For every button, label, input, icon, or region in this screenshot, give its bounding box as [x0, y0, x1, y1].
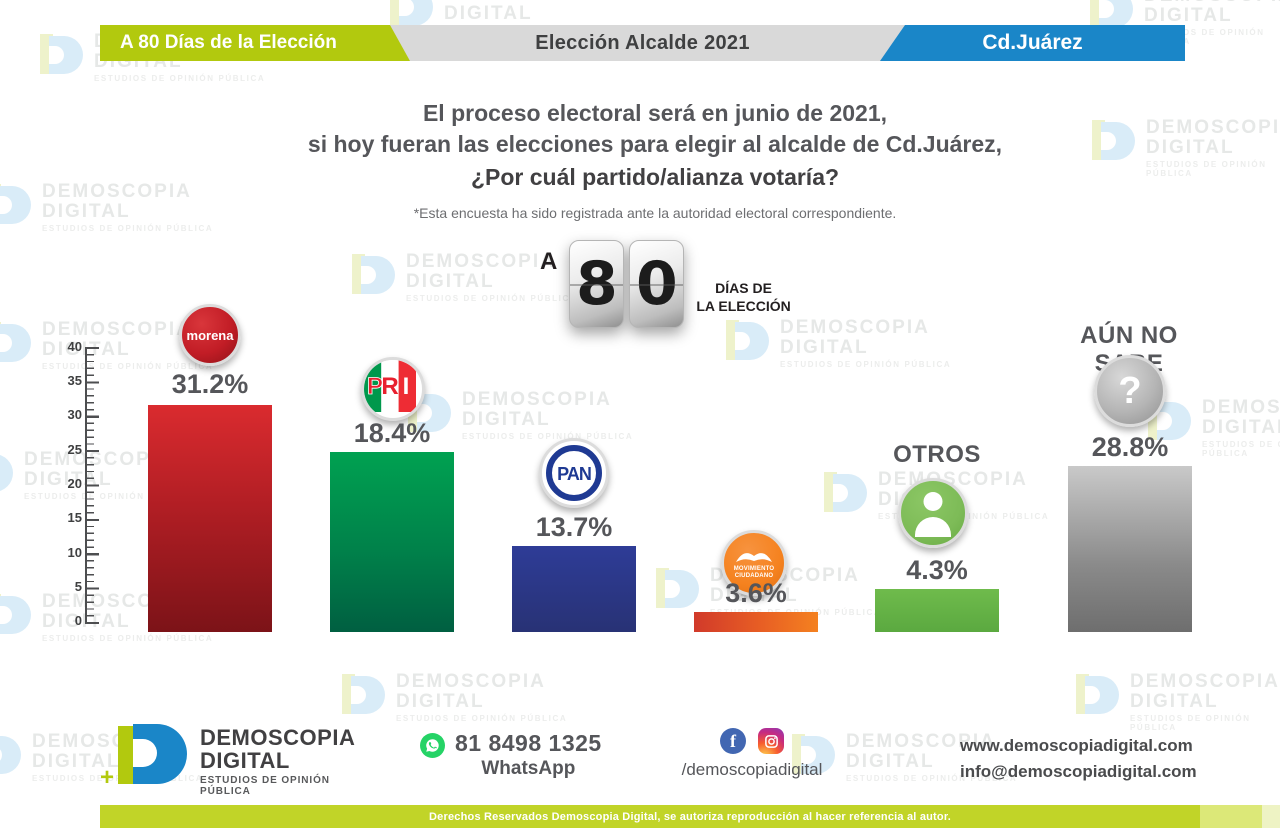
- morena-logo-text: morena: [186, 327, 234, 343]
- y-tick-label: 25: [67, 442, 82, 457]
- value-label-morena: 31.2%: [171, 369, 249, 399]
- morena-logo: morena: [179, 304, 241, 366]
- svg-text:R: R: [381, 373, 398, 400]
- otros-person-icon: [898, 478, 968, 548]
- social-links: f /demoscopiadigital: [672, 728, 832, 780]
- svg-text:P: P: [367, 373, 383, 400]
- person-body: [915, 517, 951, 537]
- whatsapp-contact: 81 8498 1325 WhatsApp: [420, 730, 602, 780]
- y-tick-label: 15: [67, 510, 82, 525]
- pri-logo: P R I: [361, 357, 425, 421]
- website-link[interactable]: www.demoscopiadigital.com: [960, 736, 1193, 755]
- header-right-label: Cd.Juárez: [982, 31, 1083, 54]
- header-left-label: A 80 Días de la Elección: [120, 32, 337, 53]
- whatsapp-icon: [420, 733, 445, 758]
- y-axis-major-ticks: [87, 347, 99, 624]
- bar-movimiento-ciudadano: [694, 612, 818, 632]
- bar-otros: [875, 589, 999, 632]
- logo-blue-d: [133, 724, 187, 784]
- question-mark-glyph: ?: [1118, 370, 1142, 412]
- bar-aun-no-sabe: [1068, 466, 1192, 632]
- question-mark-icon: ?: [1094, 355, 1166, 427]
- bar-morena: [148, 405, 272, 632]
- flip-card-ones: 0: [629, 240, 685, 328]
- whatsapp-number[interactable]: 81 8498 1325: [455, 730, 602, 756]
- pan-logo-svg: PAN: [546, 445, 602, 501]
- copyright-text: Derechos Reservados Demoscopia Digital, …: [429, 810, 951, 823]
- column-title-otros: OTROS: [893, 441, 981, 468]
- mc-eagle-icon: [736, 552, 772, 562]
- svg-text:I: I: [403, 373, 410, 400]
- person-head: [923, 492, 943, 511]
- footer-brand-text: DEMOSCOPIA DIGITAL ESTUDIOS DE OPINIÓN P…: [200, 726, 355, 797]
- logo-plus-icon: +: [100, 764, 115, 791]
- brand-name-line1: DEMOSCOPIA: [200, 725, 356, 750]
- header-left-segment: A 80 Días de la Elección: [100, 25, 410, 61]
- social-handle[interactable]: /demoscopiadigital: [681, 760, 823, 779]
- value-label-pan: 13.7%: [535, 512, 613, 542]
- question-block: El proceso electoral será en junio de 20…: [160, 98, 1150, 221]
- question-line-2: si hoy fueran las elecciones para elegir…: [307, 131, 1003, 158]
- pan-logo: PAN: [539, 438, 609, 508]
- copyright-bar-accent-2: [1262, 805, 1280, 828]
- svg-text:PAN: PAN: [557, 464, 591, 484]
- facebook-icon[interactable]: f: [720, 728, 746, 754]
- value-label-pri: 18.4%: [353, 418, 431, 448]
- pri-logo-svg: P R I: [364, 360, 416, 412]
- brand-name-line2: DIGITAL: [200, 748, 290, 774]
- bar-pri: [330, 452, 454, 632]
- whatsapp-label: WhatsApp: [481, 758, 576, 779]
- instagram-icon[interactable]: [758, 728, 784, 754]
- mc-logo-text: MOVIMIENTO CIUDADANO: [733, 565, 775, 579]
- y-axis-line: [85, 347, 87, 624]
- footer-brand-logo: + DEMOSCOPIA DIGITAL ESTUDIOS DE OPINIÓN…: [100, 722, 355, 797]
- header-center-label: Elección Alcalde 2021: [535, 31, 750, 54]
- y-tick-label: 30: [67, 407, 82, 422]
- flip-cards: 8 0: [569, 240, 685, 328]
- copyright-bar-accent: [1200, 805, 1262, 828]
- bar-pan: [512, 546, 636, 632]
- value-label-movimiento-ciudadano: 3.6%: [725, 578, 787, 608]
- copyright-bar: Derechos Reservados Demoscopia Digital, …: [100, 805, 1280, 828]
- y-tick-label: 0: [74, 613, 82, 628]
- countdown-prefix: A: [540, 248, 558, 275]
- countdown-widget: A 8 0 DÍAS DE LA ELECCIÓN: [540, 240, 791, 328]
- brand-tagline: ESTUDIOS DE OPINIÓN PÚBLICA: [200, 775, 330, 798]
- question-line-1: El proceso electoral será en junio de 20…: [422, 100, 888, 126]
- y-tick-label: 20: [67, 476, 82, 491]
- flip-digit: 8: [575, 249, 618, 319]
- header-ribbon: Elección Alcalde 2021 A 80 Días de la El…: [100, 25, 1185, 61]
- question-line-3: ¿Por cuál partido/alianza votaría?: [470, 164, 840, 191]
- y-tick-label: 35: [67, 373, 82, 388]
- whatsapp-text: 81 8498 1325 WhatsApp: [455, 730, 602, 780]
- registration-note: *Esta encuesta ha sido registrada ante l…: [413, 205, 897, 222]
- flip-card-tens: 8: [569, 240, 625, 328]
- flip-digit: 0: [635, 249, 678, 319]
- y-tick-label: 5: [74, 579, 82, 594]
- y-tick-label: 40: [67, 339, 82, 354]
- y-axis-ruler: 40 35 30 25 20 15 10 5 0: [52, 339, 100, 628]
- web-contacts: www.demoscopiadigital.com info@demoscopi…: [960, 733, 1197, 786]
- value-label-otros: 4.3%: [906, 555, 968, 585]
- y-tick-label: 10: [67, 545, 82, 560]
- header-right-segment: Cd.Juárez: [880, 25, 1185, 61]
- email-link[interactable]: info@demoscopiadigital.com: [960, 762, 1197, 782]
- movimiento-ciudadano-logo: MOVIMIENTO CIUDADANO: [721, 530, 787, 596]
- countdown-suffix: DÍAS DE LA ELECCIÓN: [696, 279, 791, 314]
- value-label-aun-no-sabe: 28.8%: [1091, 432, 1169, 462]
